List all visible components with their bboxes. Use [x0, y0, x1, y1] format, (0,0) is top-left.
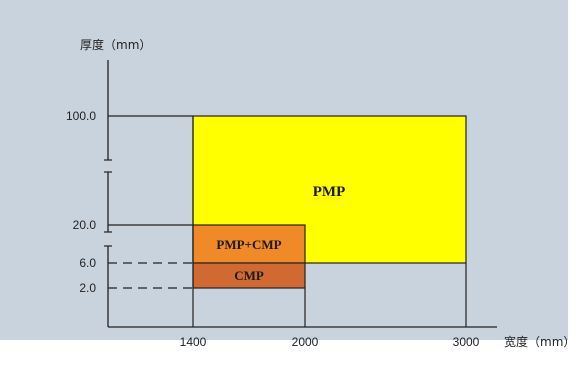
- x-axis-title: 宽度（mm）: [504, 334, 575, 349]
- region-label-pmp-cmp: PMP+CMP: [216, 237, 281, 252]
- y-tick-label: 20.0: [73, 218, 97, 232]
- x-tick-label: 2000: [292, 335, 319, 349]
- y-axis-title: 厚度（mm）: [80, 37, 151, 52]
- region-label-cmp: CMP: [234, 268, 264, 283]
- y-tick-label: 100.0: [66, 109, 96, 123]
- x-tick-label: 3000: [453, 335, 480, 349]
- y-tick-label: 2.0: [79, 281, 96, 295]
- y-tick-label: 6.0: [79, 256, 96, 270]
- region-label-pmp: PMP: [313, 184, 345, 200]
- x-tick-label: 1400: [180, 335, 207, 349]
- region-pmp-cmp: [192, 224, 306, 264]
